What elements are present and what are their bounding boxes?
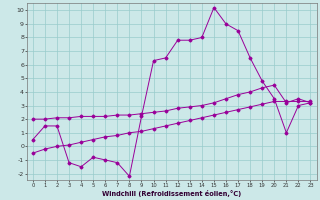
X-axis label: Windchill (Refroidissement éolien,°C): Windchill (Refroidissement éolien,°C) — [102, 190, 241, 197]
